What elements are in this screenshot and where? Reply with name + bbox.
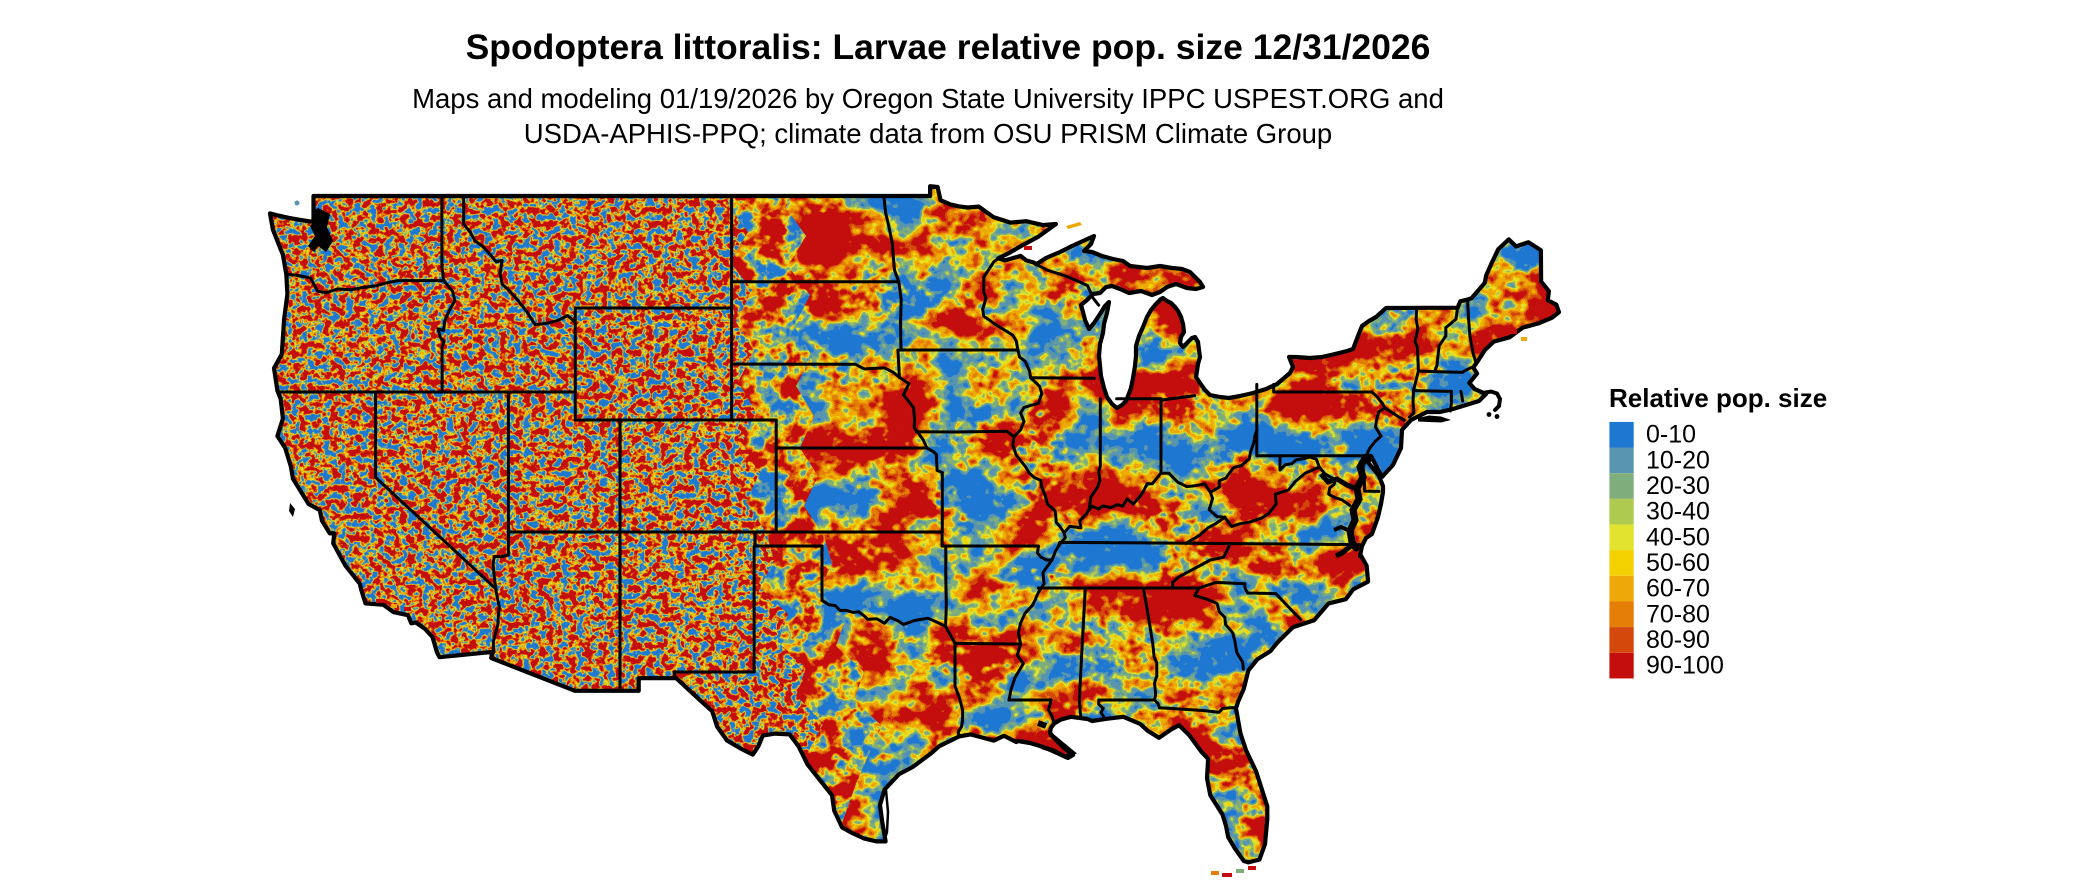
svg-text:50-60: 50-60 <box>1646 549 1710 577</box>
svg-text:90-100: 90-100 <box>1646 652 1724 680</box>
svg-text:80-90: 80-90 <box>1646 626 1710 654</box>
svg-text:Spodoptera littoralis: Larvae: Spodoptera littoralis: Larvae relative p… <box>466 27 1431 67</box>
svg-text:60-70: 60-70 <box>1646 575 1710 603</box>
svg-text:40-50: 40-50 <box>1646 523 1710 551</box>
svg-text:0-10: 0-10 <box>1646 421 1696 449</box>
svg-text:30-40: 30-40 <box>1646 498 1710 526</box>
svg-text:70-80: 70-80 <box>1646 600 1710 628</box>
svg-text:Relative pop. size: Relative pop. size <box>1609 383 1827 413</box>
svg-text:USDA-APHIS-PPQ; climate data f: USDA-APHIS-PPQ; climate data from OSU PR… <box>524 118 1332 149</box>
svg-text:20-30: 20-30 <box>1646 472 1710 500</box>
svg-text:10-20: 10-20 <box>1646 446 1710 474</box>
svg-text:Maps and modeling 01/19/2026 b: Maps and modeling 01/19/2026 by Oregon S… <box>412 83 1444 114</box>
